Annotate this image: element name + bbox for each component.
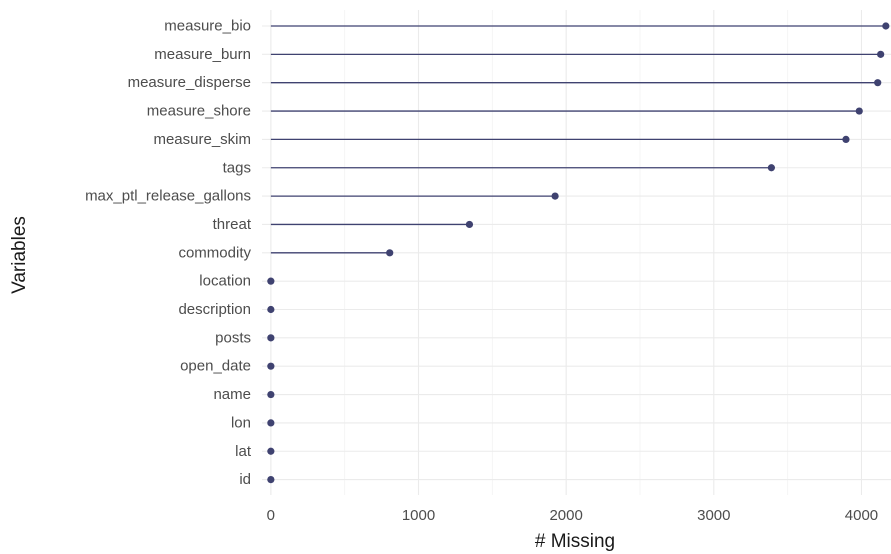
y-tick-label: tags — [223, 159, 251, 176]
lollipop-point — [267, 334, 275, 342]
lollipop-point — [874, 79, 882, 87]
y-tick-label: measure_burn — [154, 46, 251, 63]
lollipop-point — [267, 476, 275, 484]
y-tick-label: measure_disperse — [128, 74, 251, 91]
y-axis-title: Variables — [9, 216, 30, 294]
lollipop-point — [267, 362, 275, 370]
lollipop-point — [267, 305, 275, 314]
y-axis-ticks: measure_bio measure_burn measure_dispersem… — [85, 18, 252, 489]
y-tick-label: description — [178, 301, 251, 318]
lollipop-point — [877, 50, 885, 58]
lollipop-point — [882, 22, 890, 30]
x-tick-label: 0 — [267, 507, 275, 524]
lollipop-point — [767, 164, 776, 172]
y-tick-label: posts — [215, 329, 251, 346]
plot-marks — [267, 22, 890, 484]
lollipop-point — [855, 107, 863, 115]
y-tick-label: measure_shore — [147, 103, 251, 120]
lollipop-point — [267, 419, 275, 427]
y-tick-label: open_date — [180, 358, 251, 375]
y-tick-label: commodity — [178, 244, 251, 261]
y-tick-label: id — [239, 471, 251, 488]
lollipop-point — [267, 277, 275, 285]
x-tick-label: 3000 — [697, 507, 730, 524]
y-tick-label: threat — [213, 216, 252, 233]
lollipop-point — [267, 390, 275, 399]
lollipop-point — [551, 192, 559, 200]
x-axis-ticks: 0 1000 2000 3000 4000 — [267, 507, 878, 524]
lollipop-point — [267, 447, 275, 455]
y-tick-label: max_ptl_release_gallons — [85, 188, 251, 205]
y-tick-label: location — [199, 273, 251, 290]
x-tick-label: 4000 — [845, 507, 878, 524]
lollipop-point — [465, 220, 474, 229]
lollipop-point — [842, 135, 850, 143]
y-tick-label: name — [213, 386, 251, 403]
y-tick-label: lat — [235, 443, 252, 460]
x-axis-title: # Missing — [535, 531, 615, 552]
y-tick-label: lon — [231, 414, 251, 431]
y-tick-label: measure_bio — [164, 18, 251, 35]
x-tick-label: 2000 — [549, 507, 582, 524]
x-tick-label: 1000 — [402, 507, 435, 524]
y-tick-label: measure_skim — [153, 131, 251, 148]
lollipop-point — [386, 249, 394, 257]
